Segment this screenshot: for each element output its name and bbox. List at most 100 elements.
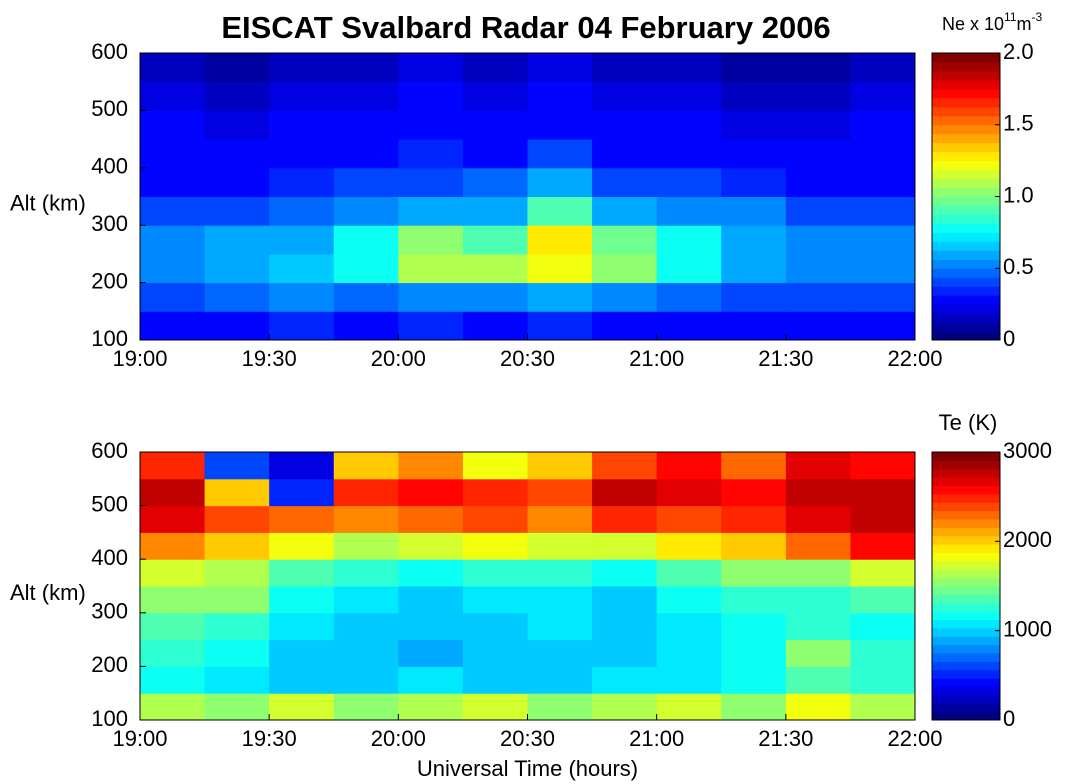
colorbar-step bbox=[932, 53, 1000, 63]
colorbar-step bbox=[932, 703, 1000, 713]
colorbar-step bbox=[932, 259, 1000, 269]
heatmap-cell bbox=[398, 693, 464, 721]
heatmap-cell bbox=[398, 139, 464, 169]
heatmap-cell bbox=[333, 282, 399, 312]
colorbar-step bbox=[932, 711, 1000, 721]
heatmap-cell bbox=[721, 139, 787, 169]
heatmap-cell bbox=[850, 253, 916, 284]
heatmap-cell bbox=[721, 532, 787, 560]
heatmap-cell bbox=[785, 167, 851, 197]
heatmap-cell bbox=[850, 586, 916, 614]
chart-title: EISCAT Svalbard Radar 04 February 2006 bbox=[221, 10, 830, 45]
heatmap-cell bbox=[333, 452, 399, 480]
colorbar-step bbox=[932, 577, 1000, 587]
colorbar-step bbox=[932, 142, 1000, 153]
heatmap-cell bbox=[333, 505, 399, 533]
heatmap-cell bbox=[398, 612, 464, 641]
heatmap-cell bbox=[398, 311, 464, 341]
x-tick-label: 19:00 bbox=[112, 346, 167, 371]
heatmap-cell bbox=[269, 505, 335, 533]
colorbar-step bbox=[932, 322, 1000, 332]
x-tick-label: 20:00 bbox=[371, 346, 426, 371]
colorbar-tick-label: 3000 bbox=[1003, 438, 1052, 463]
heatmap-cell bbox=[398, 532, 464, 560]
heatmap-cell bbox=[721, 196, 787, 226]
colorbar-tick-label: 1.0 bbox=[1003, 182, 1034, 207]
colorbar-step bbox=[932, 214, 1000, 224]
heatmap-cell bbox=[785, 559, 851, 587]
heatmap-cell bbox=[269, 311, 335, 341]
heatmap-cell bbox=[269, 253, 335, 284]
heatmap-cell bbox=[656, 139, 722, 169]
heatmap-cell bbox=[462, 282, 528, 312]
heatmap-cell bbox=[656, 53, 722, 83]
heatmap-cell bbox=[140, 253, 206, 284]
heatmap-cell bbox=[140, 311, 206, 341]
heatmap-cell bbox=[333, 225, 399, 255]
x-tick-label: 21:30 bbox=[758, 346, 813, 371]
y-axis-label: Alt (km) bbox=[10, 190, 86, 215]
y-tick-label: 400 bbox=[91, 154, 128, 179]
heatmap-cell bbox=[721, 693, 787, 721]
heatmap-cell bbox=[398, 81, 464, 111]
heatmap-cell bbox=[140, 139, 206, 169]
heatmap-cell bbox=[592, 167, 658, 197]
colorbar-step bbox=[932, 468, 1000, 478]
y-tick-label: 300 bbox=[91, 599, 128, 624]
heatmap-cell bbox=[462, 196, 528, 226]
heatmap-cell bbox=[269, 282, 335, 312]
heatmap-cell bbox=[333, 311, 399, 341]
heatmap-cell bbox=[785, 612, 851, 641]
colorbar-step bbox=[932, 70, 1000, 81]
heatmap-cell bbox=[269, 478, 335, 507]
heatmap-cell bbox=[656, 478, 722, 507]
heatmap-cell bbox=[333, 586, 399, 614]
colorbar-step bbox=[932, 205, 1000, 215]
heatmap-cell bbox=[656, 586, 722, 614]
colorbar-label: Te (K) bbox=[939, 410, 998, 435]
colorbar-step bbox=[932, 169, 1000, 180]
heatmap-cell bbox=[527, 282, 593, 312]
heatmap-cell bbox=[850, 81, 916, 111]
heatmap-cell bbox=[527, 196, 593, 226]
colorbar-step bbox=[932, 232, 1000, 242]
colorbar-label-part: Te (K) bbox=[939, 410, 998, 435]
heatmap-cell bbox=[527, 559, 593, 587]
colorbar-tick-label: 2.0 bbox=[1003, 39, 1034, 64]
x-tick-label: 20:00 bbox=[371, 726, 426, 751]
colorbar-step bbox=[932, 560, 1000, 570]
heatmap-cell bbox=[592, 586, 658, 614]
heatmap-cell bbox=[527, 612, 593, 641]
colorbar-step bbox=[932, 627, 1000, 637]
heatmap-cell bbox=[656, 225, 722, 255]
heatmap-cell bbox=[204, 167, 270, 197]
heatmap-cell bbox=[398, 110, 464, 140]
heatmap-cell bbox=[721, 282, 787, 312]
colorbar-label-part: -3 bbox=[1032, 10, 1043, 24]
colorbar-step bbox=[932, 594, 1000, 604]
colorbar-step bbox=[932, 115, 1000, 126]
heatmap-cell bbox=[333, 53, 399, 83]
heatmap-cell bbox=[140, 53, 206, 83]
heatmap-cell bbox=[398, 452, 464, 480]
heatmap-cell bbox=[527, 478, 593, 507]
heatmap-cell bbox=[398, 167, 464, 197]
x-tick-label: 19:30 bbox=[242, 726, 297, 751]
x-tick-label: 19:00 bbox=[112, 726, 167, 751]
heatmap-cell bbox=[527, 452, 593, 480]
heatmap-cell bbox=[140, 505, 206, 533]
colorbar-step bbox=[932, 586, 1000, 595]
heatmap-cell bbox=[527, 311, 593, 341]
heatmap-cell bbox=[204, 505, 270, 533]
heatmap-cell bbox=[592, 253, 658, 284]
heatmap-cell bbox=[721, 253, 787, 284]
colorbar-step bbox=[932, 250, 1000, 260]
heatmap-cell bbox=[592, 139, 658, 169]
colorbar-step bbox=[932, 519, 1000, 528]
heatmap-cell bbox=[656, 639, 722, 667]
y-tick-label: 100 bbox=[91, 326, 128, 351]
heatmap-cell bbox=[527, 253, 593, 284]
heatmap-cell bbox=[269, 612, 335, 641]
heatmap-cell bbox=[462, 612, 528, 641]
